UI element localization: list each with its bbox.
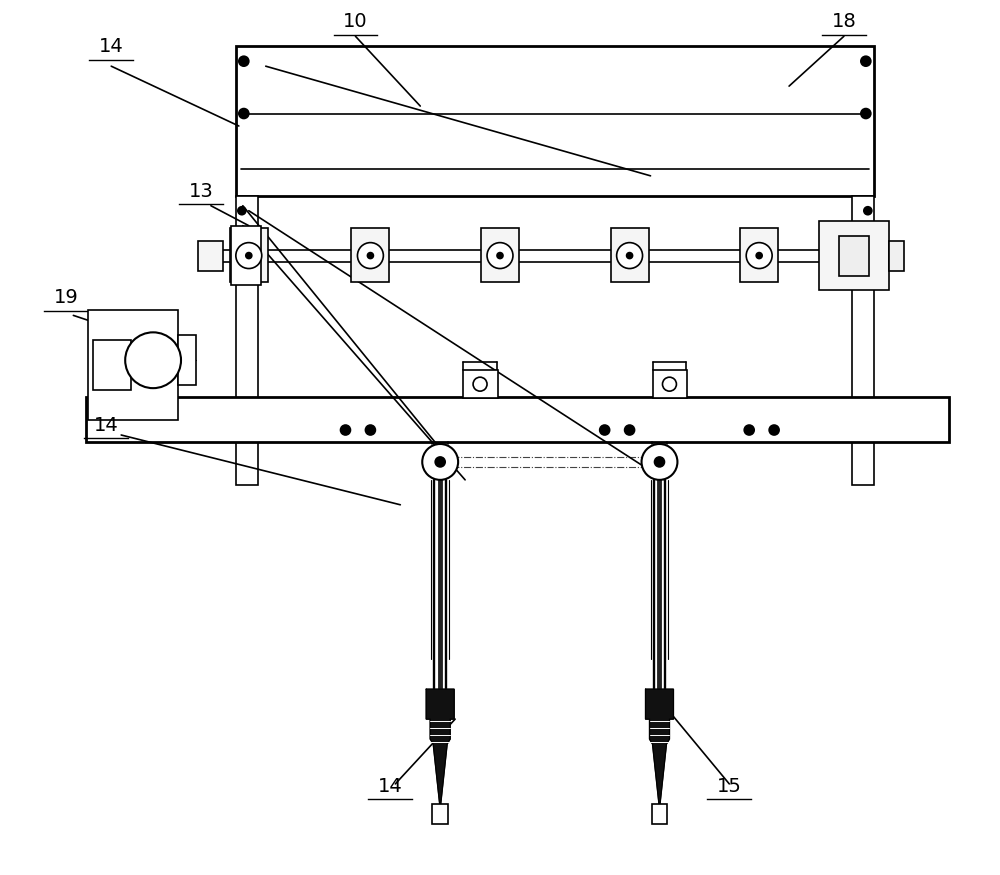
Circle shape	[756, 253, 762, 259]
Bar	[653, 370, 687, 398]
Text: 15: 15	[717, 777, 742, 796]
Bar	[852, 196, 874, 485]
Circle shape	[662, 377, 676, 391]
Bar	[652, 804, 667, 823]
Circle shape	[642, 444, 677, 480]
Circle shape	[236, 242, 262, 269]
Bar	[740, 228, 778, 283]
Circle shape	[239, 108, 249, 118]
Circle shape	[600, 425, 610, 435]
Bar	[351, 228, 389, 283]
Circle shape	[422, 444, 458, 480]
Circle shape	[365, 425, 375, 435]
Bar	[432, 804, 448, 823]
Circle shape	[861, 56, 871, 66]
Bar	[819, 220, 889, 290]
Text: 19: 19	[54, 289, 79, 307]
Circle shape	[625, 425, 635, 435]
Bar	[230, 228, 268, 283]
Polygon shape	[646, 690, 673, 808]
Circle shape	[341, 425, 350, 435]
Text: 14: 14	[378, 777, 403, 796]
Bar	[231, 226, 261, 285]
Circle shape	[655, 457, 664, 467]
Circle shape	[627, 253, 633, 259]
Text: 13: 13	[189, 182, 213, 200]
Circle shape	[357, 242, 383, 269]
Bar	[88, 311, 178, 420]
Polygon shape	[426, 690, 454, 808]
Text: 14: 14	[99, 38, 124, 56]
Text: 10: 10	[343, 12, 368, 32]
Circle shape	[473, 377, 487, 391]
Bar	[93, 340, 131, 390]
Text: 18: 18	[832, 12, 856, 32]
Circle shape	[246, 253, 252, 259]
Circle shape	[744, 425, 754, 435]
Bar	[839, 235, 869, 276]
Circle shape	[239, 56, 249, 66]
Bar	[178, 335, 196, 385]
Circle shape	[487, 242, 513, 269]
Bar	[198, 241, 223, 270]
Bar	[86, 397, 949, 442]
Circle shape	[769, 425, 779, 435]
Circle shape	[497, 253, 503, 259]
Bar	[889, 241, 904, 270]
Circle shape	[238, 206, 246, 214]
Bar	[463, 370, 498, 398]
Bar	[236, 46, 874, 196]
Bar	[236, 196, 258, 485]
Bar	[611, 228, 649, 283]
Text: 14: 14	[94, 416, 119, 435]
Circle shape	[617, 242, 643, 269]
Circle shape	[861, 108, 871, 118]
Circle shape	[125, 332, 181, 388]
Circle shape	[367, 253, 373, 259]
Circle shape	[746, 242, 772, 269]
Bar	[481, 228, 519, 283]
Circle shape	[864, 206, 872, 214]
Circle shape	[435, 457, 445, 467]
